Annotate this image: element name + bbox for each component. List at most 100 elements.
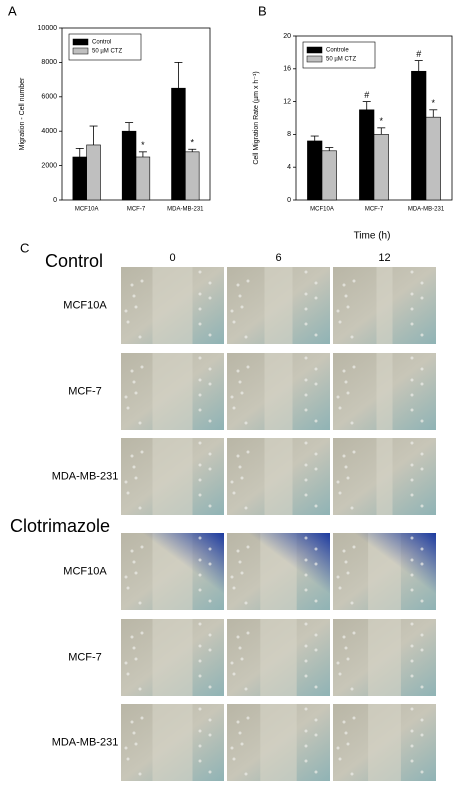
cell-texture: [420, 633, 424, 637]
legend-box: [302, 41, 376, 69]
cell-texture: [410, 378, 414, 382]
cell-texture: [420, 599, 424, 603]
cell-texture: [420, 718, 424, 722]
cell-texture: [236, 283, 240, 287]
y-tick-label: 4: [287, 164, 291, 171]
bar: [425, 116, 441, 201]
y-tick-label: 0: [287, 197, 291, 204]
cell-texture: [130, 283, 134, 287]
cell-texture: [338, 491, 342, 495]
cell-texture: [352, 450, 356, 454]
cell-texture: [346, 657, 350, 661]
cell-texture: [304, 378, 308, 382]
cell-texture: [198, 674, 202, 678]
x-tick-label: MCF10A: [310, 207, 334, 213]
cell-texture: [336, 480, 340, 484]
cell-texture: [208, 467, 212, 471]
scratch-area: [152, 267, 193, 344]
group-title: Control: [45, 251, 103, 271]
cell-texture: [338, 672, 342, 676]
cell-texture: [338, 406, 342, 410]
legend-box: [68, 33, 142, 61]
row-label: MCF-7: [68, 651, 102, 663]
cell-texture: [134, 657, 138, 661]
scratch-area: [260, 704, 297, 781]
scratch-area: [368, 619, 401, 696]
cell-texture: [198, 378, 202, 382]
cell-texture: [130, 635, 134, 639]
y-axis-label: Migration - Cell number: [19, 77, 26, 150]
cell-texture: [230, 309, 234, 313]
cell-texture: [314, 599, 318, 603]
cell-texture: [246, 631, 250, 635]
x-tick-label: MCF-7: [127, 207, 146, 213]
cell-texture: [342, 454, 346, 458]
cell-texture: [410, 307, 414, 311]
cell-texture: [304, 729, 308, 733]
cell-texture: [208, 562, 212, 566]
cell-texture: [420, 452, 424, 456]
cell-texture: [198, 322, 202, 326]
bar: [135, 156, 151, 201]
cell-texture: [336, 746, 340, 750]
cell-texture: [134, 391, 138, 395]
cell-texture: [198, 270, 202, 274]
cell-texture: [420, 733, 424, 737]
cell-texture: [336, 395, 340, 399]
cell-texture: [346, 742, 350, 746]
cell-texture: [240, 571, 244, 575]
bar: [185, 151, 200, 201]
cell-texture: [314, 685, 318, 689]
cell-texture: [208, 718, 212, 722]
cell-texture: [232, 320, 236, 324]
cell-texture: [338, 320, 342, 324]
cell-texture: [342, 283, 346, 287]
y-tick-label: 2000: [41, 162, 57, 169]
cell-texture: [344, 731, 348, 735]
cell-texture: [130, 549, 134, 553]
row-label: MDA-MB-231: [52, 470, 119, 482]
cell-texture: [420, 281, 424, 285]
bar: [171, 87, 186, 201]
cell-texture: [208, 599, 212, 603]
x-tick-label: MDA-MB-231: [408, 207, 445, 213]
y-axis-label: Cell Migration Rate (µm x h⁻¹): [253, 71, 260, 164]
cell-texture: [410, 707, 414, 711]
cell-texture: [138, 421, 142, 425]
cell-texture: [198, 573, 202, 577]
cell-texture: [134, 476, 138, 480]
cell-texture: [208, 770, 212, 774]
cell-texture: [344, 560, 348, 564]
cell-texture: [132, 465, 136, 469]
cell-texture: [126, 491, 130, 495]
stain: [121, 533, 224, 610]
cell-texture: [240, 657, 244, 661]
cell-texture: [198, 307, 202, 311]
cell-texture: [304, 356, 308, 360]
cell-texture: [420, 685, 424, 689]
cell-texture: [420, 770, 424, 774]
cell-texture: [346, 305, 350, 309]
bar: [411, 70, 427, 201]
cell-texture: [230, 661, 234, 665]
scratch-area: [152, 438, 193, 515]
bar: [72, 156, 87, 201]
cell-texture: [236, 635, 240, 639]
cell-texture: [304, 644, 308, 648]
cell-texture: [132, 731, 136, 735]
cell-texture: [198, 659, 202, 663]
cell-texture: [124, 661, 128, 665]
cell-texture: [236, 549, 240, 553]
cell-texture: [208, 733, 212, 737]
row-label: MDA-MB-231: [52, 736, 119, 748]
cell-texture: [246, 279, 250, 283]
y-tick-label: 20: [283, 33, 291, 40]
cell-texture: [198, 463, 202, 467]
cell-texture: [198, 729, 202, 733]
cell-texture: [232, 586, 236, 590]
cell-texture: [410, 493, 414, 497]
cell-texture: [198, 536, 202, 540]
cell-texture: [132, 294, 136, 298]
cell-texture: [198, 588, 202, 592]
x-tick-label: MCF10A: [75, 207, 99, 213]
